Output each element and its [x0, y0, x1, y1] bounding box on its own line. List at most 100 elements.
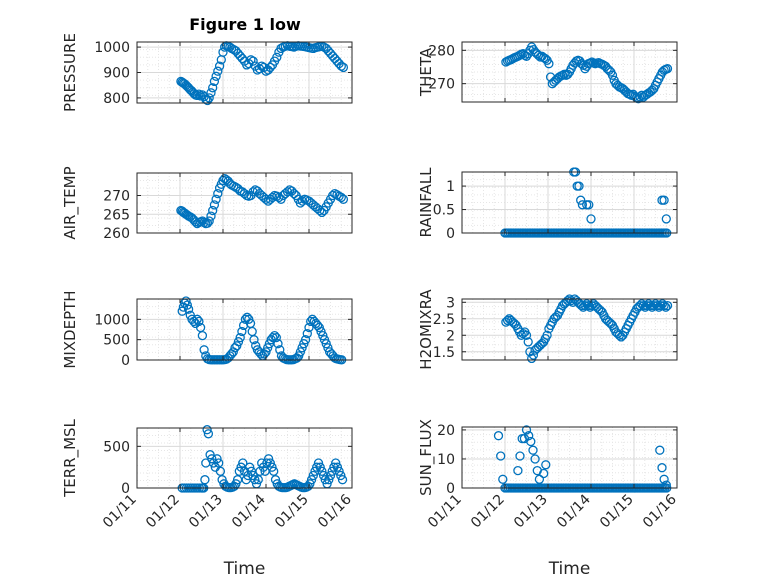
data-point [177, 306, 187, 316]
data-point [635, 300, 645, 311]
data-point [194, 316, 204, 327]
x-tick-label: 01/14 [229, 491, 269, 531]
data-point [190, 217, 201, 227]
y-tick-label: 270 [428, 77, 455, 93]
data-point [209, 76, 220, 87]
data-point [328, 190, 338, 201]
data-point [237, 53, 247, 64]
data-point [526, 436, 536, 447]
axes-box [461, 171, 678, 234]
data-point [586, 214, 596, 224]
data-point [261, 347, 271, 357]
data-point [544, 59, 554, 69]
y-tick-label: 2.5 [433, 312, 455, 328]
data-point [244, 314, 254, 324]
x-tick-label: 01/13 [186, 492, 226, 532]
data-point [197, 330, 208, 341]
data-point [306, 475, 317, 485]
data-point [209, 200, 220, 210]
data-point [576, 195, 586, 205]
data-point [317, 466, 327, 476]
panel-6: 1.522.53 H2OMIXRA [417, 289, 678, 370]
data-point [183, 304, 194, 314]
data-point [192, 90, 202, 101]
data-point [657, 463, 667, 473]
data-point [192, 314, 202, 324]
axes-box [461, 41, 678, 103]
data-point [261, 194, 271, 204]
data-point [267, 192, 278, 203]
data-point [263, 343, 273, 353]
data-point [194, 89, 204, 99]
data-point [661, 214, 671, 224]
y-tick-label: 280 [428, 43, 455, 59]
y-axis-label: AIR_TEMP [61, 166, 80, 239]
axes-box [136, 298, 353, 361]
y-tick-label: 0 [121, 353, 130, 369]
y-axis-label: THETA [417, 47, 435, 97]
y-tick-label: 900 [103, 66, 130, 82]
data-point [234, 466, 244, 476]
data-point [233, 337, 244, 347]
data-point [300, 335, 311, 345]
data-point [275, 345, 285, 355]
panel-7: 0 500 TERR_MSL 01/11 01/12 01/13 01/14 01/15 01/… [61, 418, 355, 579]
data-point [214, 61, 225, 71]
data-point [336, 61, 346, 71]
y-tick-label: 260 [103, 226, 130, 242]
data-point [182, 300, 192, 310]
data-point [282, 187, 293, 197]
data-point [253, 475, 263, 485]
data-point [213, 188, 223, 199]
data-point [521, 330, 532, 340]
data-point [659, 474, 669, 484]
y-tick-label: 0 [121, 481, 130, 497]
data-point [208, 83, 218, 93]
data-point [541, 460, 551, 470]
data-point [254, 64, 265, 74]
data-point [652, 300, 662, 311]
data-point [662, 64, 673, 74]
y-axis-label: MIXDEPTH [61, 290, 79, 368]
data-point [318, 330, 328, 341]
data-point [199, 345, 209, 355]
x-tick-label: 01/13 [511, 492, 551, 532]
data-point [659, 195, 669, 205]
y-tick-label: 10 [437, 452, 455, 468]
data-point [249, 335, 259, 345]
figure-title: Figure 1 low [189, 15, 301, 34]
x-tick-label: 01/11 [100, 492, 140, 532]
y-tick-label: 2 [446, 328, 455, 344]
y-tick-label: 800 [103, 91, 130, 107]
data-point [200, 475, 210, 485]
data-point [273, 339, 283, 349]
x-tick-label: 01/15 [272, 492, 312, 532]
data-point [649, 300, 659, 311]
data-point [521, 425, 532, 435]
data-point [315, 462, 325, 472]
data-point [493, 431, 504, 441]
panel-4: 0 0.5 1 RAINFALL [417, 167, 678, 242]
data-point [213, 66, 223, 76]
x-axis-label: Time [548, 559, 591, 579]
data-point [212, 454, 222, 464]
data-point [498, 474, 508, 484]
data-point [638, 300, 649, 311]
data-point [496, 451, 506, 461]
data-point [263, 454, 274, 464]
data-point [297, 343, 307, 353]
data-point [265, 62, 275, 73]
data-point [248, 187, 258, 197]
data-point [181, 296, 191, 306]
data-point [302, 328, 312, 339]
y-tick-label: 0.5 [433, 203, 455, 219]
y-axis-label: H2OMIXRA [417, 289, 435, 370]
data-point [199, 217, 209, 228]
data-point [269, 330, 280, 341]
data-point [336, 470, 346, 481]
data-point [215, 466, 226, 476]
data-point [208, 205, 218, 216]
data-point [607, 70, 618, 80]
data-point [265, 458, 275, 468]
